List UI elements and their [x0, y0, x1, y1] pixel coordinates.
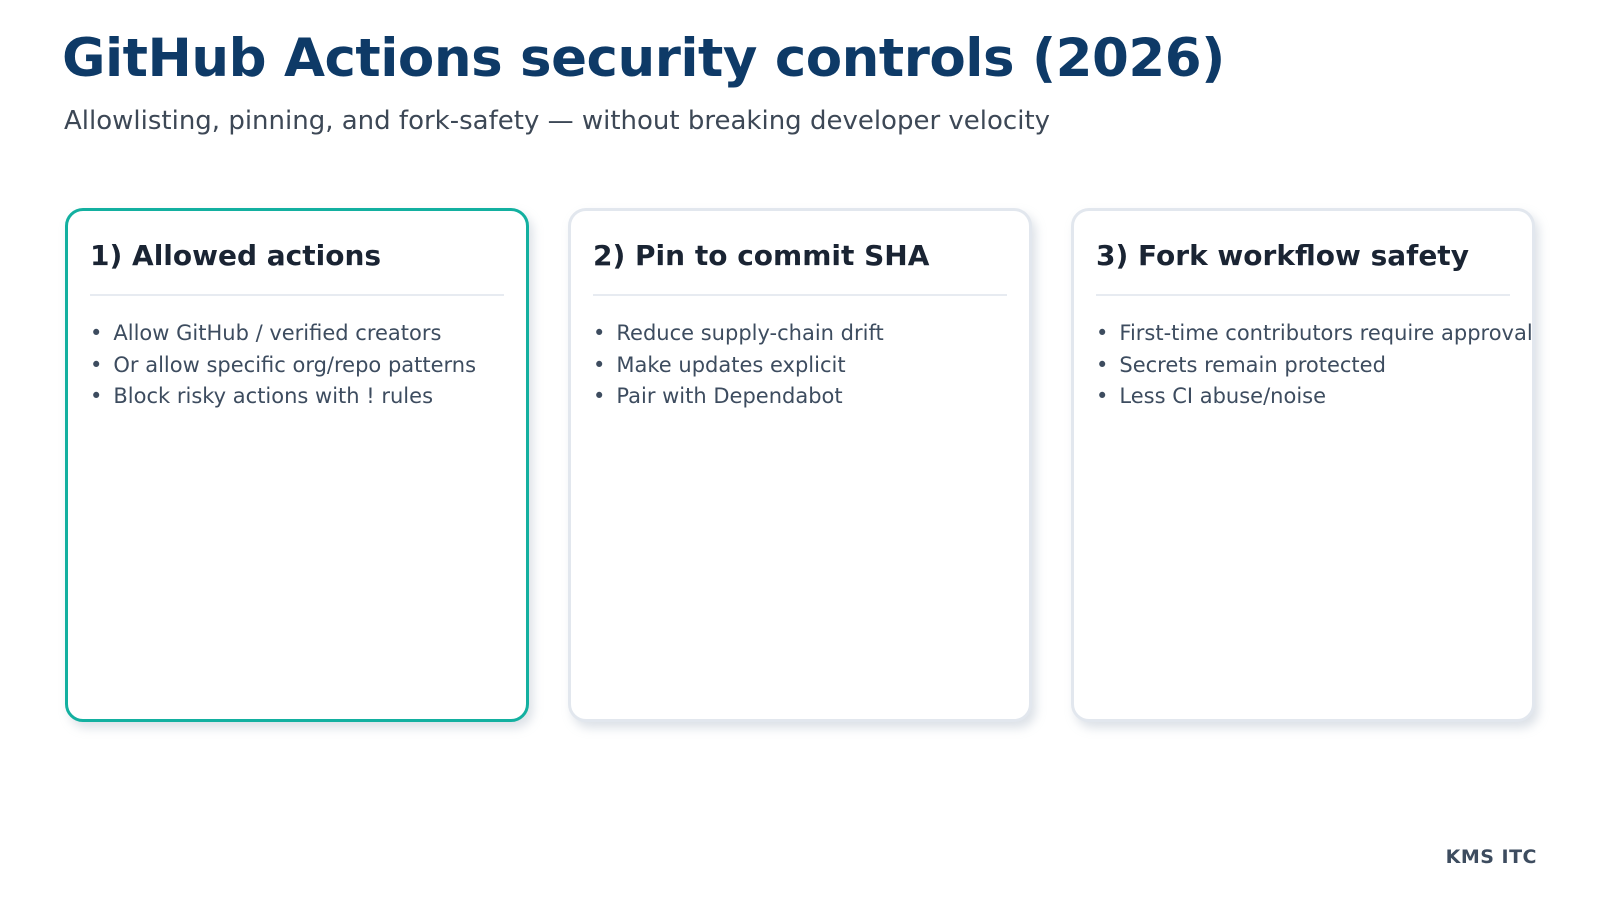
footer-brand: KMS ITC — [1445, 846, 1537, 868]
card-fork-workflow-safety: 3) Fork workflow safety First-time contr… — [1071, 208, 1535, 722]
card-divider — [593, 294, 1007, 296]
cards-row: 1) Allowed actions Allow GitHub / verifi… — [65, 208, 1535, 722]
bullet-item: Block risky actions with ! rules — [90, 381, 504, 413]
bullet-item: Pair with Dependabot — [593, 381, 1007, 413]
page-title: GitHub Actions security controls (2026) — [62, 28, 1225, 89]
bullet-item: Or allow specific org/repo patterns — [90, 350, 504, 382]
bullet-item: Secrets remain protected — [1096, 350, 1510, 382]
card-pin-commit-sha: 2) Pin to commit SHA Reduce supply-chain… — [568, 208, 1032, 722]
bullet-item: Make updates explicit — [593, 350, 1007, 382]
bullet-list: Allow GitHub / verified creators Or allo… — [90, 318, 504, 413]
bullet-list: Reduce supply-chain drift Make updates e… — [593, 318, 1007, 413]
card-allowed-actions: 1) Allowed actions Allow GitHub / verifi… — [65, 208, 529, 722]
card-divider — [90, 294, 504, 296]
card-title: 1) Allowed actions — [90, 239, 382, 272]
bullet-item: Less CI abuse/noise — [1096, 381, 1510, 413]
card-divider — [1096, 294, 1510, 296]
bullet-item: Allow GitHub / verified creators — [90, 318, 504, 350]
bullet-list: First-time contributors require approval… — [1096, 318, 1532, 413]
card-title: 3) Fork workflow safety — [1096, 239, 1469, 272]
bullet-item: First-time contributors require approval — [1096, 318, 1532, 350]
bullet-item: Reduce supply-chain drift — [593, 318, 1007, 350]
page-subtitle: Allowlisting, pinning, and fork-safety —… — [64, 106, 1051, 136]
card-title: 2) Pin to commit SHA — [593, 239, 930, 272]
